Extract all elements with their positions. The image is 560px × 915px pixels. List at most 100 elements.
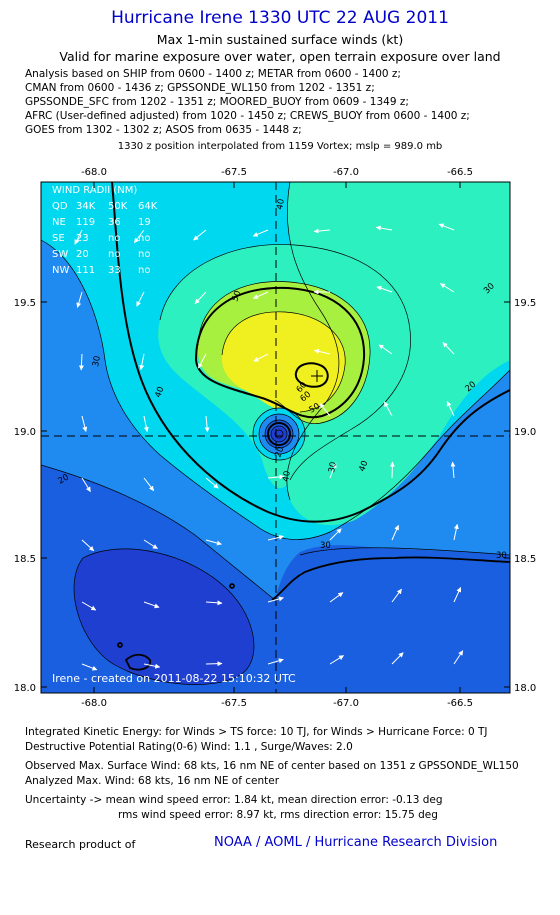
wind-vector-arrow (375, 225, 393, 231)
wind-vector-arrow (267, 658, 284, 665)
wind-radii-cell: 23 (76, 233, 89, 244)
map-axes: -68.0 -68.0 -67.5 -67.5 -67.0 -67.0 -66.5 -66.5… (14, 167, 537, 709)
wind-vector-arrow (205, 539, 222, 546)
wind-radii-cell: no (108, 233, 120, 244)
uncertainty-rms: rms wind speed error: 8.97 kt, rms direc… (118, 809, 438, 821)
page-title: Hurricane Irene 1330 UTC 22 AUG 2011 (111, 8, 449, 28)
wind-vector-arrow (329, 655, 345, 665)
wind-vectors (74, 223, 464, 671)
wind-vector-arrow (453, 650, 464, 665)
lat-tick-label-right: 18.0 (514, 683, 536, 694)
wind-vector-arrow (78, 353, 84, 371)
source-line: CMAN from 0600 - 1436 z; GPSSONDE_WL150 … (25, 82, 375, 94)
organization-name: NOAA / AOML / Hurricane Research Divisio… (214, 835, 498, 850)
wind-radii-title: WIND RADII (NM) (52, 185, 137, 196)
wind-vector-arrow (253, 353, 269, 362)
wind-radii-cell: SE (52, 233, 65, 244)
wind-radii-cell: 19 (138, 217, 151, 228)
wind-vector-arrow (391, 652, 404, 665)
map-frame (40, 181, 511, 694)
wind-vector-arrow (442, 342, 455, 355)
subtitle-exposure: Valid for marine exposure over water, op… (59, 49, 501, 64)
lon-tick-label-top: -66.5 (447, 167, 473, 178)
wind-radii-cell: 20 (76, 249, 89, 260)
wind-vector-arrow (453, 586, 462, 603)
wind-vector-arrow (391, 588, 402, 603)
contour-label: 50 (230, 289, 243, 303)
field-10kt (74, 548, 254, 685)
source-line: GPSSONDE_SFC from 1202 - 1351 z; MOORED_… (25, 96, 409, 108)
wind-vector-arrow (74, 229, 83, 245)
lon-tick-label-bottom: -68.0 (81, 698, 107, 709)
wind-vector-arrow (76, 291, 83, 308)
wind-vector-arrow (193, 229, 207, 241)
contour-label: 30 (327, 461, 339, 473)
lon-tick-label-bottom: -66.5 (447, 698, 473, 709)
wind-vector-arrow (267, 596, 284, 603)
ike-line: Integrated Kinetic Energy: for Winds > T… (25, 726, 488, 738)
wind-vector-arrow (197, 353, 207, 369)
contour-lines (41, 182, 510, 685)
wind-vector-arrow (81, 477, 91, 493)
wind-vector-arrow (329, 462, 337, 479)
lat-tick-label-left: 18.0 (14, 683, 36, 694)
wind-vector-arrow (267, 474, 285, 480)
lat-tick-label-right: 19.0 (514, 427, 536, 438)
max-wind-marker (311, 370, 323, 382)
wind-radii-cell: 111 (76, 265, 95, 276)
wind-vector-arrow (143, 539, 158, 550)
wind-vector-arrow (133, 229, 145, 244)
wind-vector-arrow (313, 228, 331, 234)
wind-vector-arrow (143, 663, 161, 669)
contour-label: 40 (357, 459, 370, 473)
subtitle-winds: Max 1-min sustained surface winds (kt) (156, 32, 404, 47)
center-crosshair (41, 182, 510, 693)
wind-radii-cell: no (138, 233, 150, 244)
lon-tick-label-top: -67.0 (333, 167, 359, 178)
wind-radii-cell: QD (52, 201, 68, 212)
wind-radii-cell: 34K (76, 201, 96, 212)
wind-vector-arrow (383, 401, 393, 417)
wind-vector-arrow (453, 523, 459, 541)
contour-label: 40 (275, 198, 287, 210)
lon-tick-label-bottom: -67.5 (221, 698, 247, 709)
wind-radii-table: WIND RADII (NM) QD 34K 50K 64K NE 119 36 19 SE 23… (52, 185, 158, 276)
wind-vector-arrow (439, 283, 455, 293)
wind-vector-arrow (329, 592, 344, 603)
wind-vector-arrow (143, 415, 149, 433)
eye-ring-10 (271, 426, 287, 442)
wind-vector-arrow (376, 285, 393, 293)
contour-label: 20 (273, 445, 286, 459)
wind-radii-cell: 64K (138, 201, 158, 212)
lon-tick-label-top: -67.5 (221, 167, 247, 178)
contour-thick (111, 182, 510, 523)
wind-vector-arrow (329, 528, 342, 541)
wind-vector-arrow (378, 344, 393, 355)
wind-vector-arrow (143, 601, 160, 609)
research-product-label: Research product of (25, 838, 136, 851)
source-line: GOES from 1302 - 1302 z; ASOS from 0635 … (25, 124, 302, 136)
contour-label: 40 (281, 470, 293, 482)
wind-vector-arrow (319, 403, 331, 417)
wind-vector-arrow (143, 477, 155, 492)
lat-tick-label-left: 19.5 (14, 298, 36, 309)
vortex-note: 1330 z position interpolated from 1159 V… (117, 141, 443, 152)
wind-radii-cell: no (138, 249, 150, 260)
wind-vector-arrow (450, 461, 456, 479)
contour-label: 30 (496, 551, 507, 561)
lon-tick-label-top: -68.0 (81, 167, 107, 178)
contour-label: 20 (57, 473, 71, 487)
observed-max-wind: Observed Max. Surface Wind: 68 kts, 16 n… (25, 760, 519, 772)
wind-vector-arrow (81, 663, 98, 671)
wind-vector-arrow (391, 524, 399, 541)
wind-vector-arrow (194, 291, 207, 304)
uncertainty-mean: Uncertainty -> mean wind speed error: 1.… (25, 794, 443, 806)
wind-radii-cell: 119 (76, 217, 95, 228)
lat-tick-label-right: 19.5 (514, 298, 536, 309)
analyzed-max-wind: Analyzed Max. Wind: 68 kts, 16 nm NE of … (25, 775, 280, 787)
wind-vector-arrow (267, 534, 285, 541)
wind-vector-arrow (446, 401, 455, 417)
wind-radii-cell: NE (52, 217, 66, 228)
